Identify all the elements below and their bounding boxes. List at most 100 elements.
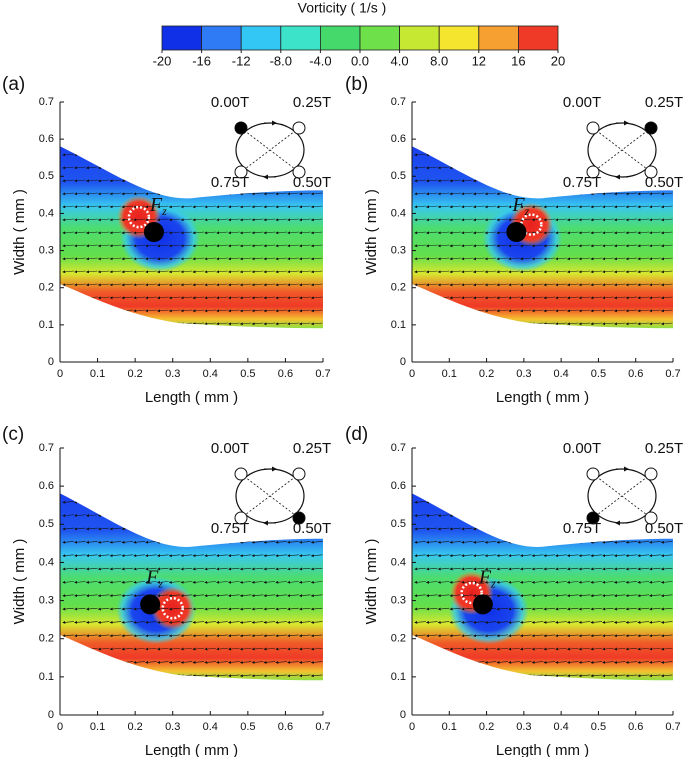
velocity-arrow: [602, 205, 614, 209]
velocity-arrow: [649, 296, 661, 300]
velocity-arrow: [613, 218, 626, 222]
velocity-arrow: [484, 192, 497, 196]
velocity-arrow: [192, 283, 205, 287]
velocity-arrow: [472, 620, 485, 624]
velocity-arrow: [437, 231, 450, 235]
colorbar-tick-label: 12: [472, 53, 486, 68]
x-axis-label: Length ( mm ): [145, 742, 238, 757]
velocity-arrow: [227, 257, 240, 261]
velocity-arrow: [660, 231, 673, 235]
velocity-arrow: [425, 309, 438, 313]
velocity-arrow: [449, 594, 462, 598]
velocity-arrow: [543, 674, 556, 678]
velocity-arrow: [543, 192, 556, 196]
velocity-arrow: [310, 244, 323, 248]
velocity-arrow: [251, 166, 264, 170]
y-tick-label: 0.5: [39, 518, 54, 530]
velocity-arrow: [566, 231, 579, 235]
velocity-arrow: [555, 166, 567, 170]
velocity-arrow: [263, 540, 276, 544]
colorbar-title: Vorticity ( 1/s ): [298, 0, 387, 16]
velocity-arrow: [109, 192, 122, 196]
force-subscript: z: [490, 576, 496, 590]
velocity-arrow: [251, 283, 264, 287]
velocity-arrow: [180, 179, 193, 183]
velocity-arrow: [602, 634, 614, 638]
velocity-arrow: [414, 322, 426, 326]
velocity-arrow: [660, 500, 673, 504]
velocity-arrow: [121, 257, 134, 261]
velocity-arrow: [519, 322, 532, 326]
velocity-arrow: [275, 580, 287, 584]
velocity-arrow: [251, 554, 264, 558]
velocity-arrow: [555, 607, 567, 611]
velocity-arrow: [204, 567, 216, 571]
velocity-arrow: [613, 270, 626, 274]
velocity-arrow: [555, 660, 567, 664]
velocity-arrow: [637, 674, 650, 678]
velocity-arrow: [62, 270, 74, 274]
velocity-arrow: [263, 231, 276, 235]
velocity-arrow: [227, 205, 240, 209]
velocity-arrow: [204, 514, 216, 518]
velocity-arrow: [298, 500, 311, 504]
velocity-arrow: [449, 270, 462, 274]
velocity-arrow: [590, 567, 603, 571]
velocity-arrow: [239, 244, 252, 248]
force-label: Fz: [149, 194, 167, 218]
velocity-arrow: [192, 634, 205, 638]
velocity-arrow: [310, 634, 323, 638]
velocity-arrow: [275, 166, 287, 170]
velocity-arrow: [437, 270, 450, 274]
velocity-arrow: [613, 153, 626, 157]
colorbar-segment: [359, 25, 400, 51]
velocity-arrow: [613, 179, 626, 183]
velocity-arrow: [275, 205, 287, 209]
x-tick-label: 0.6: [278, 368, 293, 380]
velocity-arrow: [180, 283, 193, 287]
y-tick-label: 0.4: [391, 207, 406, 219]
velocity-arrow: [531, 309, 544, 313]
velocity-arrow: [555, 554, 567, 558]
velocity-arrow: [216, 647, 228, 651]
velocity-arrow: [85, 594, 98, 598]
y-tick-label: 0.7: [391, 442, 406, 454]
velocity-arrow: [97, 218, 110, 222]
velocity-arrow: [263, 270, 276, 274]
velocity-arrow: [298, 205, 311, 209]
velocity-arrow: [204, 500, 216, 504]
velocity-arrow: [590, 554, 603, 558]
velocity-arrow: [62, 647, 74, 651]
velocity-arrow: [660, 218, 673, 222]
velocity-arrow: [168, 674, 181, 678]
y-tick-label: 0.3: [391, 244, 406, 256]
velocity-arrow: [74, 231, 86, 235]
velocity-arrow: [637, 270, 650, 274]
velocity-arrow: [484, 540, 497, 544]
velocity-arrow: [484, 244, 497, 248]
velocity-arrow: [180, 270, 193, 274]
velocity-arrow: [180, 153, 193, 157]
velocity-arrow: [449, 179, 462, 183]
velocity-arrow: [287, 500, 299, 504]
velocity-arrow: [192, 166, 205, 170]
velocity-arrow: [531, 514, 544, 518]
y-axis-label: Width ( mm ): [11, 539, 28, 625]
velocity-arrow: [566, 647, 579, 651]
velocity-arrow: [216, 283, 228, 287]
velocity-arrow: [121, 514, 134, 518]
phase-diag: [592, 473, 652, 519]
force-subscript: z: [524, 204, 530, 218]
wake-marker: [127, 205, 151, 229]
velocity-arrow: [298, 634, 311, 638]
velocity-arrow: [227, 567, 240, 571]
velocity-arrow: [239, 296, 252, 300]
colorbar-segment: [518, 25, 559, 51]
velocity-arrow: [251, 179, 264, 183]
velocity-arrow: [287, 192, 299, 196]
y-tick-label: 0.7: [39, 442, 54, 454]
velocity-arrow: [192, 594, 205, 598]
velocity-arrow: [578, 674, 591, 678]
velocity-arrow: [62, 607, 74, 611]
velocity-arrow: [192, 153, 205, 157]
